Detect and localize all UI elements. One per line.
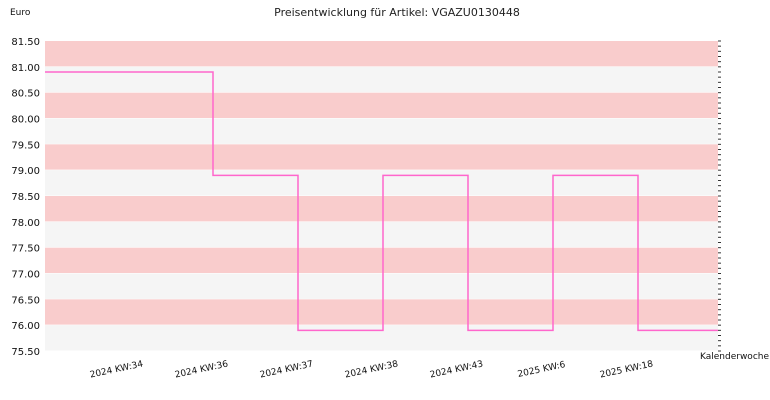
y-tick-label: 79.50 [11,140,40,151]
x-axis-ticks: 2024 KW:34 2024 KW:36 2024 KW:37 2024 KW:38… [89,359,654,380]
x-tick-label: 2024 KW:37 [259,360,314,381]
x-tick-label: 2024 KW:36 [174,359,229,380]
y-axis-label: Euro [10,8,31,18]
grid-band [45,247,718,274]
series-line [45,71,718,332]
y-tick-label: 76.00 [11,321,40,332]
background-bands [45,41,718,352]
y-tick-label: 81.50 [11,37,40,48]
grid-band [45,273,718,300]
y-tick-label: 77.50 [11,244,40,255]
grid-band [45,144,718,171]
grid-band [45,325,718,351]
x-axis-label: Kalenderwoche [700,352,769,362]
grid-band [45,118,718,145]
grid-band [45,41,718,67]
y-tick-label: 79.00 [11,166,40,177]
x-tick-label: 2025 KW:18 [599,359,654,380]
y-tick-label: 80.00 [11,115,40,126]
x-tick-label: 2024 KW:43 [429,360,484,381]
right-minor-ticks [718,40,721,352]
y-tick-label: 76.50 [11,295,40,306]
grid-band [45,196,718,222]
x-tick-label: 2025 KW:6 [517,360,567,380]
grid-band [45,92,718,119]
y-tick-label: 77.00 [11,270,40,281]
x-tick-label: 2024 KW:34 [89,359,144,380]
y-tick-label: 78.00 [11,218,40,229]
chart-title: Preisentwicklung für Artikel: VGAZU01304… [274,6,520,19]
y-tick-label: 80.50 [11,89,40,100]
grid-band [45,66,718,93]
grid-band [45,170,718,196]
series-group [45,71,718,332]
y-tick-label: 81.00 [11,63,40,74]
grid-band [45,221,718,248]
grid-band [45,299,718,326]
y-tick-label: 75.50 [11,347,40,358]
y-axis-ticks: 81.50 81.00 80.50 80.00 79.50 79.00 78.50 78.00… [11,37,40,358]
y-tick-label: 78.50 [11,192,40,203]
x-tick-label: 2024 KW:38 [344,359,399,380]
